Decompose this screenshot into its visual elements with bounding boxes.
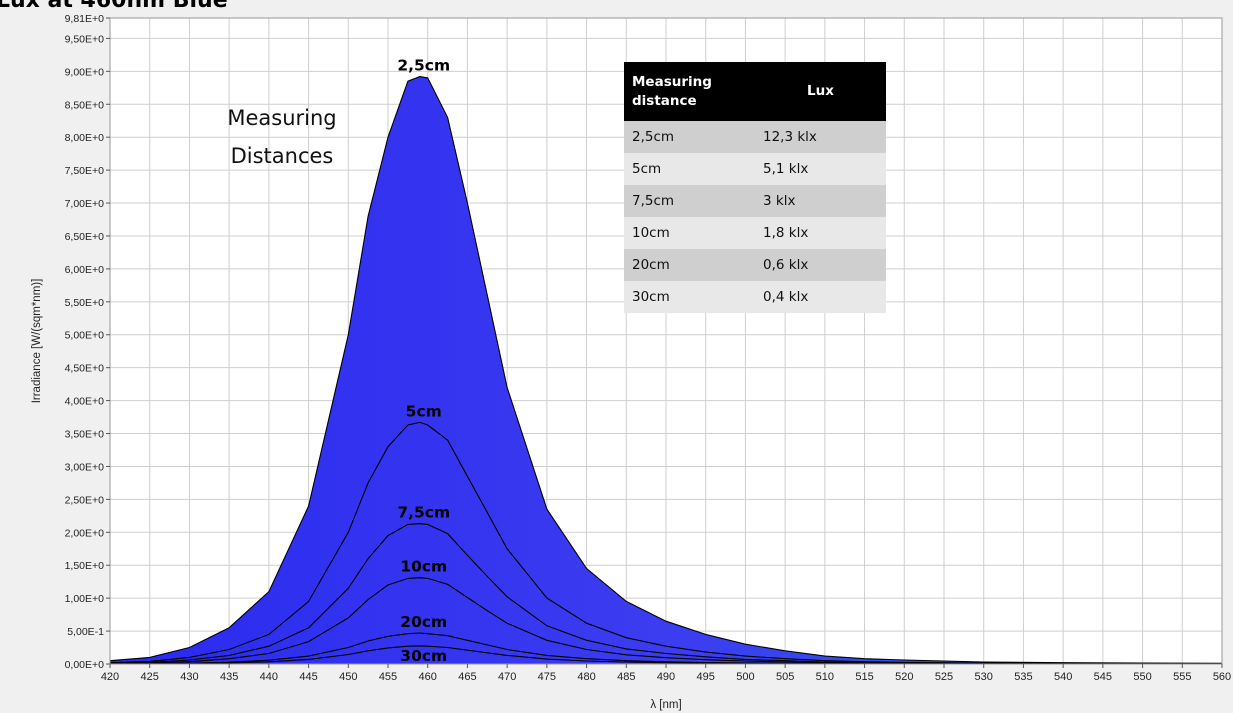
irradiance-fill xyxy=(110,76,1222,665)
x-tick-label: 465 xyxy=(458,671,476,683)
y-axis-ticks: 0,00E+0 5,00E-1 1,00E+0 1,50E+0 2,00E+0 2,50E… xyxy=(65,13,110,671)
x-tick-label: 550 xyxy=(1133,671,1151,683)
x-axis-ticks: 420 425 430 435 440 445 450 455 460 465 470 475 480 4… xyxy=(101,664,1231,683)
x-tick-label: 425 xyxy=(141,671,159,683)
y-tick-label: 6,00E+0 xyxy=(65,264,105,276)
y-tick-label: 7,00E+0 xyxy=(65,198,105,210)
distance-cell: 10cm xyxy=(624,217,755,249)
distance-cell: 2,5cm xyxy=(624,121,755,153)
x-tick-label: 455 xyxy=(379,671,397,683)
y-tick-label: 9,50E+0 xyxy=(65,33,105,45)
distance-cell: 7,5cm xyxy=(624,185,755,217)
y-tick-label: 1,00E+0 xyxy=(65,593,105,605)
x-tick-label: 545 xyxy=(1094,671,1112,683)
lux-cell: 5,1 klx xyxy=(755,153,886,185)
x-tick-label: 470 xyxy=(498,671,516,683)
x-tick-label: 495 xyxy=(697,671,715,683)
x-tick-label: 485 xyxy=(617,671,635,683)
y-tick-label: 6,50E+0 xyxy=(65,231,105,243)
x-tick-label: 510 xyxy=(816,671,834,683)
y-tick-label: 4,00E+0 xyxy=(65,396,105,408)
x-tick-label: 445 xyxy=(299,671,317,683)
y-tick-label: 2,00E+0 xyxy=(65,527,105,539)
y-tick-label: 7,50E+0 xyxy=(65,165,105,177)
area-2-5cm xyxy=(110,76,1222,665)
x-tick-label: 460 xyxy=(419,671,437,683)
header-lux: Lux xyxy=(755,62,886,121)
table-row: 7,5cm 3 klx xyxy=(624,185,886,217)
y-tick-label: 0,00E+0 xyxy=(65,659,105,671)
x-tick-label: 475 xyxy=(538,671,556,683)
series-label: 2,5cm xyxy=(397,57,450,75)
x-tick-label: 540 xyxy=(1054,671,1072,683)
x-tick-label: 520 xyxy=(895,671,913,683)
series-label: 5cm xyxy=(406,402,442,420)
y-tick-label: 3,00E+0 xyxy=(65,461,105,473)
table-row: 30cm 0,4 klx xyxy=(624,281,886,313)
y-tick-label: 5,00E+0 xyxy=(65,330,105,342)
x-tick-label: 525 xyxy=(935,671,953,683)
x-tick-label: 430 xyxy=(180,671,198,683)
table-row: 2,5cm 12,3 klx xyxy=(624,121,886,153)
y-tick-label: 9,81E+0 xyxy=(65,13,105,25)
y-tick-label: 4,50E+0 xyxy=(65,363,105,375)
x-tick-label: 420 xyxy=(101,671,119,683)
series-label: 30cm xyxy=(400,647,447,665)
x-tick-label: 490 xyxy=(657,671,675,683)
x-tick-label: 530 xyxy=(975,671,993,683)
series-label: 20cm xyxy=(400,613,447,631)
lux-table-header-row: Measuring distance Lux xyxy=(624,62,886,121)
series-labels: 2,5cm 5cm 7,5cm 10cm 20cm 30cm xyxy=(397,57,450,665)
y-tick-label: 2,50E+0 xyxy=(65,494,105,506)
y-tick-label: 1,50E+0 xyxy=(65,560,105,572)
x-tick-label: 515 xyxy=(855,671,873,683)
table-row: 10cm 1,8 klx xyxy=(624,217,886,249)
header-measuring-distance: Measuring distance xyxy=(624,62,755,121)
y-tick-label: 3,50E+0 xyxy=(65,429,105,441)
lux-cell: 12,3 klx xyxy=(755,121,886,153)
y-tick-label: 8,50E+0 xyxy=(65,99,105,111)
x-tick-label: 480 xyxy=(577,671,595,683)
series-label: 10cm xyxy=(400,558,447,576)
series-line xyxy=(109,577,1223,665)
lux-cell: 3 klx xyxy=(755,185,886,217)
x-tick-label: 505 xyxy=(776,671,794,683)
table-row: 5cm 5,1 klx xyxy=(624,153,886,185)
series-line xyxy=(109,76,1223,664)
x-tick-label: 500 xyxy=(736,671,754,683)
lux-table: Measuring distance Lux 2,5cm 12,3 klx 5c… xyxy=(624,62,886,313)
chart-title: Lux at 460nm Blue xyxy=(0,0,228,13)
y-axis-label: Irradiance [W/(sqm*nm)] xyxy=(31,279,43,404)
x-tick-label: 555 xyxy=(1173,671,1191,683)
lux-cell: 0,6 klx xyxy=(755,249,886,281)
table-row: 20cm 0,6 klx xyxy=(624,249,886,281)
y-tick-label: 9,00E+0 xyxy=(65,66,105,78)
x-axis-label: λ [nm] xyxy=(650,699,681,711)
x-tick-label: 535 xyxy=(1014,671,1032,683)
distance-cell: 5cm xyxy=(624,153,755,185)
x-tick-label: 440 xyxy=(260,671,278,683)
lux-cell: 1,8 klx xyxy=(755,217,886,249)
y-tick-label: 8,00E+0 xyxy=(65,132,105,144)
lux-cell: 0,4 klx xyxy=(755,281,886,313)
x-tick-label: 450 xyxy=(339,671,357,683)
distance-cell: 30cm xyxy=(624,281,755,313)
x-tick-label: 560 xyxy=(1213,671,1231,683)
series-label: 7,5cm xyxy=(397,504,450,522)
x-tick-label: 435 xyxy=(220,671,238,683)
series-line xyxy=(109,421,1223,665)
y-tick-label: 5,00E-1 xyxy=(67,626,104,638)
y-tick-label: 5,50E+0 xyxy=(65,297,105,309)
measuring-distances-annotation: Measuring Distances xyxy=(227,106,336,168)
distance-cell: 20cm xyxy=(624,249,755,281)
